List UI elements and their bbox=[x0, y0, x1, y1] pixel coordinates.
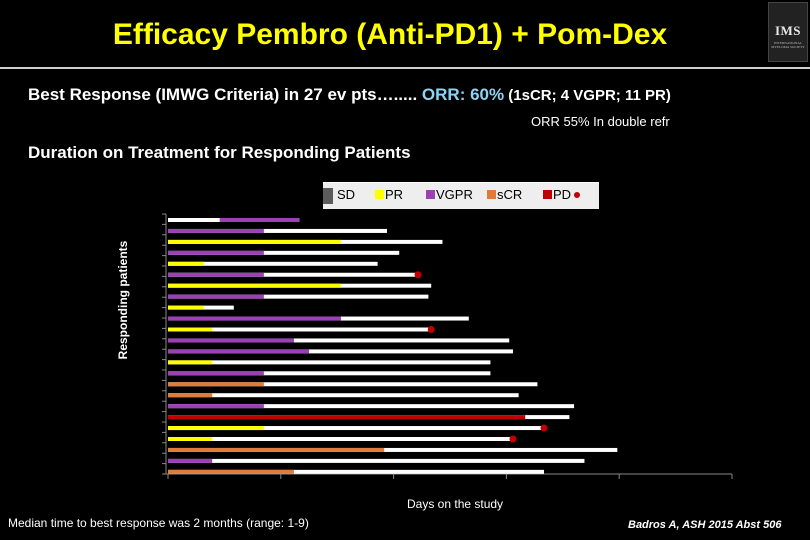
patient-response-bar bbox=[168, 447, 385, 452]
legend-item-vgpr: VGPR bbox=[426, 187, 473, 202]
x-axis-label: Days on the study bbox=[407, 497, 504, 511]
patient-response-bar bbox=[168, 393, 213, 398]
legend-label-scr: sCR bbox=[497, 187, 523, 202]
logo-text: IMS bbox=[774, 23, 802, 38]
patient-duration-bar bbox=[168, 349, 513, 354]
legend-item-sd: SD bbox=[337, 187, 355, 202]
patient-response-bar bbox=[168, 239, 341, 244]
patient-response-bar bbox=[168, 426, 264, 431]
patient-response-bar bbox=[168, 437, 213, 441]
legend-item-pd: PD bbox=[543, 187, 581, 202]
logo-small-text: INTERNATIONAL MYELOMA SOCIETY bbox=[771, 41, 805, 49]
patient-duration-bar bbox=[168, 404, 575, 409]
patient-duration-bar bbox=[168, 371, 491, 376]
patient-response-bar bbox=[168, 294, 264, 299]
patient-response-bar bbox=[168, 404, 264, 409]
patient-duration-bar bbox=[168, 228, 388, 233]
patient-response-bar bbox=[168, 458, 213, 463]
page-title: Efficacy Pembro (Anti-PD1) + Pom-Dex bbox=[112, 18, 668, 51]
legend-label-pr: PR bbox=[385, 187, 404, 202]
patient-duration-bar bbox=[168, 382, 538, 387]
patient-duration-bar bbox=[168, 338, 510, 343]
legend-label-pd: PD bbox=[553, 187, 572, 202]
patient-response-bar bbox=[168, 327, 213, 332]
patient-duration-bar bbox=[168, 272, 419, 277]
legend-pd-dot bbox=[574, 191, 581, 198]
patient-duration-bar bbox=[168, 294, 429, 299]
patient-duration-bar bbox=[168, 327, 432, 332]
patient-duration-bar bbox=[168, 426, 544, 431]
progression-marker bbox=[427, 326, 435, 333]
legend-sd-block bbox=[323, 188, 333, 204]
progression-marker bbox=[540, 424, 548, 432]
title-divider bbox=[0, 67, 810, 69]
chart-subtitle: Duration on Treatment for Responding Pat… bbox=[28, 143, 411, 162]
patient-duration-bar bbox=[168, 393, 519, 398]
patient-response-bar bbox=[168, 316, 341, 321]
patient-response-bar bbox=[219, 218, 300, 222]
patient-response-bar bbox=[168, 349, 309, 354]
best-response-line: Best Response (IMWG Criteria) in 27 ev p… bbox=[28, 85, 671, 105]
patient-response-bar bbox=[168, 371, 264, 376]
patient-duration-bar bbox=[168, 250, 400, 255]
y-axis-label: Responding patients bbox=[116, 240, 130, 360]
citation: Badros A, ASH 2015 Abst 506 bbox=[628, 519, 782, 531]
double-refractory-orr: ORR 55% In double refr bbox=[531, 114, 670, 129]
patient-duration-bar bbox=[168, 469, 544, 474]
patient-response-bar bbox=[168, 283, 341, 288]
orr-value: ORR: 60% bbox=[421, 85, 505, 104]
patient-duration-bar bbox=[168, 261, 378, 266]
patient-response-bar bbox=[168, 469, 294, 474]
patient-response-bar bbox=[168, 360, 213, 365]
response-breakdown: (1sCR; 4 VGPR; 11 PR) bbox=[504, 87, 671, 104]
legend-label-sd: SD bbox=[337, 187, 356, 202]
patient-response-bar bbox=[168, 338, 294, 343]
progression-marker bbox=[509, 435, 517, 443]
patient-duration-bar bbox=[168, 437, 513, 441]
legend-swatch-scr bbox=[487, 190, 496, 199]
progression-marker bbox=[414, 271, 422, 279]
patient-response-bar bbox=[168, 261, 204, 266]
chart-legend: SD PR VGPR sCR PD bbox=[323, 182, 599, 209]
legend-item-scr: sCR bbox=[487, 187, 522, 202]
patient-duration-bar bbox=[168, 360, 491, 365]
patient-response-bar bbox=[168, 272, 264, 277]
legend-label-vgpr: VGPR bbox=[436, 187, 473, 202]
legend-swatch-vgpr bbox=[426, 190, 435, 199]
patient-duration-bar bbox=[168, 447, 618, 452]
patient-response-bar bbox=[168, 228, 264, 233]
legend-swatch-pr bbox=[375, 190, 384, 199]
patient-response-bar bbox=[168, 415, 526, 420]
best-response-prefix: Best Response (IMWG Criteria) in 27 ev p… bbox=[28, 85, 422, 104]
patient-duration-bar bbox=[168, 458, 585, 463]
patient-response-bar bbox=[168, 382, 264, 387]
patient-response-bar bbox=[168, 305, 204, 310]
legend-item-pr: PR bbox=[375, 187, 403, 202]
patient-response-bar bbox=[168, 250, 264, 255]
median-response-note: Median time to best response was 2 month… bbox=[8, 516, 309, 530]
ims-logo: IMS INTERNATIONAL MYELOMA SOCIETY bbox=[768, 2, 808, 62]
legend-swatch-pd bbox=[543, 190, 552, 199]
